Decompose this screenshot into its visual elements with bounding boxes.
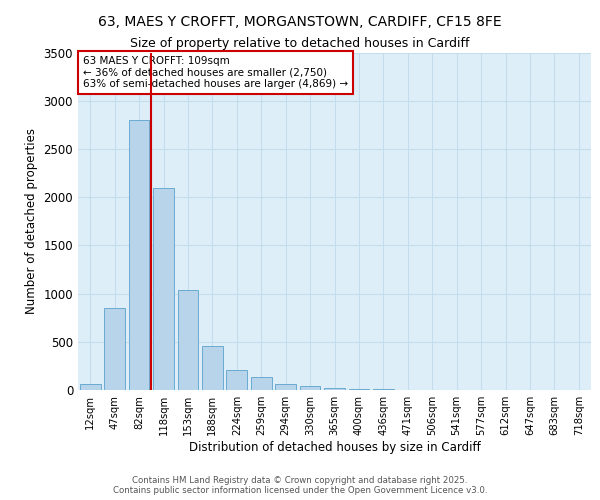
Bar <box>80 384 101 390</box>
Text: Size of property relative to detached houses in Cardiff: Size of property relative to detached ho… <box>130 38 470 51</box>
Y-axis label: Number of detached properties: Number of detached properties <box>25 128 38 314</box>
Text: 63 MAES Y CROFFT: 109sqm
← 36% of detached houses are smaller (2,750)
63% of sem: 63 MAES Y CROFFT: 109sqm ← 36% of detach… <box>83 56 348 89</box>
Bar <box>104 308 125 390</box>
Bar <box>299 386 320 390</box>
Bar <box>202 346 223 390</box>
Bar <box>349 389 370 390</box>
Bar <box>373 389 394 390</box>
Bar <box>226 370 247 390</box>
Bar <box>153 188 174 390</box>
Text: 63, MAES Y CROFFT, MORGANSTOWN, CARDIFF, CF15 8FE: 63, MAES Y CROFFT, MORGANSTOWN, CARDIFF,… <box>98 15 502 29</box>
Bar <box>128 120 149 390</box>
Text: Contains HM Land Registry data © Crown copyright and database right 2025.
Contai: Contains HM Land Registry data © Crown c… <box>113 476 487 495</box>
X-axis label: Distribution of detached houses by size in Cardiff: Distribution of detached houses by size … <box>188 441 481 454</box>
Bar <box>178 290 199 390</box>
Bar <box>251 376 272 390</box>
Bar <box>324 388 345 390</box>
Bar <box>275 384 296 390</box>
